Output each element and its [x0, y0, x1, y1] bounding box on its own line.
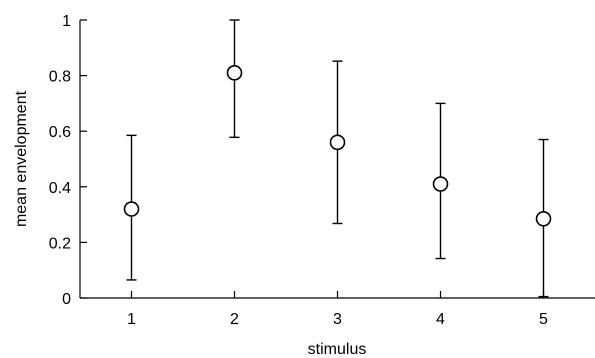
data-point [123, 201, 140, 217]
x-axis-label: stimulus [308, 341, 367, 358]
data-point [535, 210, 552, 227]
y-tick-label: 0.8 [49, 69, 71, 86]
y-tick-label: 0 [62, 291, 71, 308]
error-bars [126, 19, 549, 298]
data-markers [123, 65, 552, 227]
data-point [329, 134, 346, 151]
y-tick-label: 0.6 [49, 124, 71, 141]
x-tick-label: 5 [539, 311, 548, 328]
y-ticks: 0 0.2 0.4 0.6 0.8 1 [49, 13, 87, 308]
x-tick-label: 4 [436, 311, 445, 328]
y-tick-label: 0.4 [49, 180, 71, 197]
data-point [226, 65, 243, 81]
x-tick-label: 1 [127, 311, 136, 328]
y-axis-label: mean envelopment [13, 90, 30, 227]
x-tick-label: 2 [230, 311, 239, 328]
x-tick-label: 3 [333, 311, 342, 328]
x-ticks: 1 2 3 4 5 [127, 291, 548, 328]
y-tick-label: 0.2 [49, 235, 71, 252]
data-point [432, 176, 449, 192]
y-tick-label: 1 [62, 13, 71, 30]
